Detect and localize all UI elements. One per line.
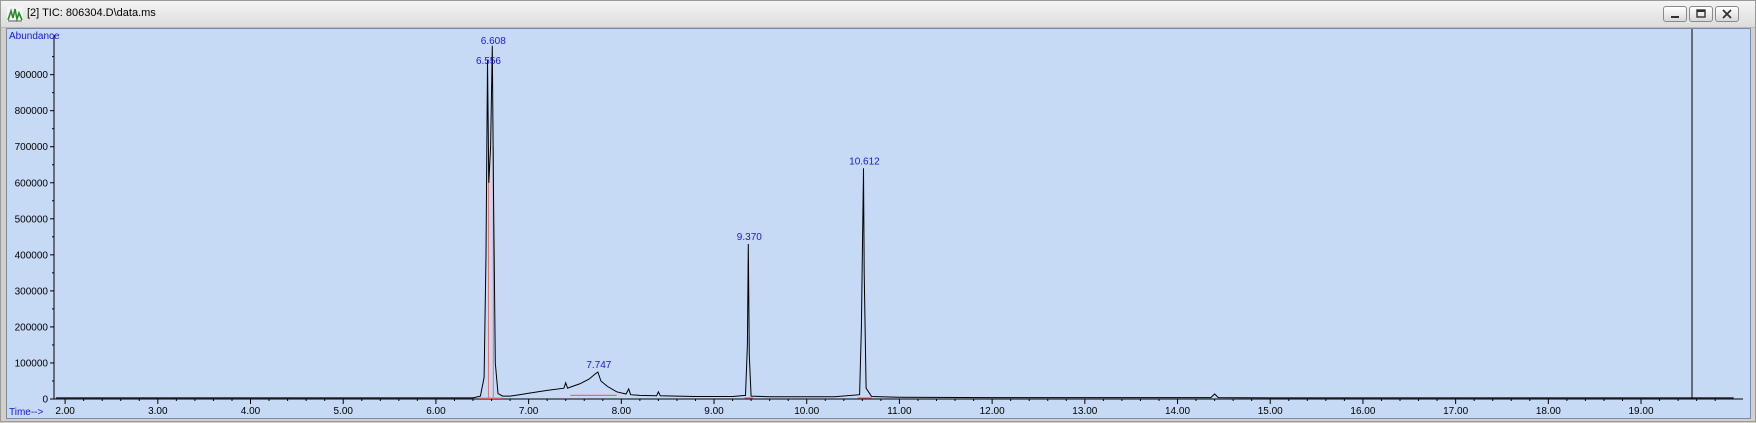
x-tick-label: 2.00: [55, 406, 75, 417]
x-tick-label: 6.00: [426, 406, 446, 417]
y-tick-label: 600000: [15, 178, 49, 189]
restore-icon: [1696, 9, 1706, 18]
close-button[interactable]: [1715, 6, 1739, 22]
x-tick-label: 13.00: [1072, 406, 1097, 417]
x-tick-label: 16.00: [1350, 406, 1375, 417]
peak-label: 9.370: [737, 232, 762, 243]
peak-label: 10.612: [849, 156, 880, 167]
x-tick-label: 3.00: [148, 406, 168, 417]
x-tick-label: 11.00: [887, 406, 912, 417]
tic-trace[interactable]: [55, 45, 1734, 399]
title-bar[interactable]: [2] TIC: 806304.D\data.ms: [1, 1, 1755, 28]
y-tick-label: 800000: [15, 106, 49, 117]
y-axis-label: Abundance: [9, 31, 60, 42]
chromatogram-app-icon: [7, 6, 23, 22]
peak-label: 7.747: [586, 360, 611, 371]
x-tick-label: 9.00: [704, 406, 724, 417]
y-tick-label: 500000: [15, 214, 49, 225]
x-tick-label: 5.00: [333, 406, 353, 417]
y-tick-label: 100000: [15, 358, 49, 369]
x-tick-label: 17.00: [1443, 406, 1468, 417]
x-tick-label: 10.00: [794, 406, 819, 417]
x-tick-label: 19.00: [1629, 406, 1654, 417]
chromatogram-chart[interactable]: 0 100000 200000 300000 400000 500000 600000 700…: [7, 29, 1750, 418]
minimize-icon: [1671, 16, 1679, 18]
plot-area[interactable]: 0 100000 200000 300000 400000 500000 600000 700…: [6, 28, 1751, 419]
y-tick-label: 200000: [15, 322, 49, 333]
x-tick-label: 14.00: [1165, 406, 1190, 417]
peak-label: 6.556: [476, 56, 501, 67]
window-title: [2] TIC: 806304.D\data.ms: [27, 7, 156, 19]
x-tick-label: 18.00: [1536, 406, 1561, 417]
restore-button[interactable]: [1689, 6, 1713, 22]
y-tick-label: 0: [42, 395, 48, 406]
peak-label: 6.608: [481, 36, 506, 47]
x-tick-label: 12.00: [980, 406, 1005, 417]
y-tick-label: 900000: [15, 70, 49, 81]
x-tick-label: 8.00: [612, 406, 632, 417]
minimize-button[interactable]: [1663, 6, 1687, 22]
y-tick-label: 700000: [15, 142, 49, 153]
y-tick-label: 400000: [15, 250, 49, 261]
x-tick-label: 15.00: [1258, 406, 1283, 417]
close-icon: [1722, 9, 1732, 19]
x-tick-label: 7.00: [519, 406, 539, 417]
y-tick-label: 300000: [15, 286, 49, 297]
x-axis-label: Time-->: [9, 407, 44, 418]
x-tick-label: 4.00: [241, 406, 261, 417]
